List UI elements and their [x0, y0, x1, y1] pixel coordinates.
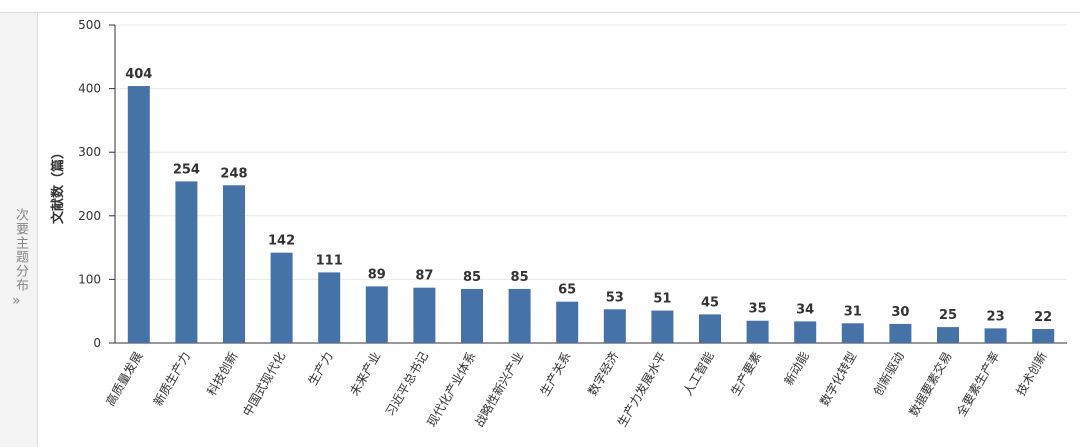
y-tick-label: 300	[78, 145, 101, 159]
data-label: 34	[796, 302, 814, 317]
bar	[794, 321, 817, 343]
data-label: 89	[368, 267, 386, 282]
data-label: 30	[891, 305, 909, 320]
data-label: 25	[939, 308, 957, 323]
x-tick-label: 创新驱动	[870, 349, 907, 398]
bar	[984, 328, 1007, 343]
x-tick-label: 数字经济	[584, 349, 621, 398]
data-label: 53	[606, 290, 624, 305]
y-tick-label: 400	[78, 82, 101, 96]
bar	[603, 309, 626, 343]
bar	[270, 252, 293, 343]
x-tick-label: 新质生产力	[150, 349, 193, 408]
data-label: 65	[558, 283, 576, 298]
bar	[127, 86, 150, 343]
data-label: 22	[1034, 310, 1052, 325]
sidebar-label[interactable]: 次要主题分布	[13, 208, 28, 292]
x-tick-label: 科技创新	[204, 349, 241, 398]
sidebar-icon[interactable]: »	[12, 293, 21, 309]
x-tick-label: 生产力	[306, 350, 336, 388]
x-tick-label: 新动能	[781, 349, 812, 388]
x-tick-label: 数字化转型	[816, 349, 859, 408]
x-tick-label: 数据要素交易	[906, 349, 955, 419]
data-label: 85	[463, 270, 481, 285]
y-axis-title: 文献数（篇）	[50, 146, 66, 224]
x-tick-label: 生产关系	[538, 350, 574, 399]
x-tick-label: 生产要素	[728, 350, 764, 399]
data-label: 404	[125, 67, 152, 82]
x-tick-label: 未来产业	[347, 350, 383, 399]
bar	[508, 288, 531, 343]
y-tick-label: 100	[78, 272, 101, 286]
bar	[175, 181, 198, 343]
x-tick-label: 技术创新	[1013, 349, 1050, 398]
data-label: 31	[844, 304, 862, 319]
bar	[318, 272, 341, 343]
x-tick-label: 高质量发展	[102, 349, 145, 408]
bar	[461, 288, 483, 343]
bar	[651, 310, 674, 343]
x-tick-label: 中国式现代化	[239, 349, 288, 419]
bar	[889, 323, 912, 343]
y-tick-label: 500	[78, 18, 101, 32]
bar	[746, 320, 769, 343]
bar	[556, 301, 579, 343]
bar	[1032, 329, 1055, 343]
data-label: 87	[415, 269, 433, 284]
x-tick-label: 战略性新兴产业	[471, 349, 526, 429]
sidebar-toggle[interactable]: 次要主题分布 »	[0, 13, 38, 447]
data-label: 248	[220, 166, 247, 181]
x-tick-label: 全要素生产率	[953, 349, 1002, 419]
data-label: 35	[749, 302, 767, 317]
bar	[937, 327, 959, 343]
bar	[699, 314, 721, 343]
bar	[223, 185, 245, 343]
bar	[365, 286, 388, 343]
bar	[841, 323, 864, 343]
data-label: 142	[268, 234, 295, 249]
data-label: 85	[511, 270, 529, 285]
x-tick-label: 习近平总书记	[383, 350, 431, 419]
x-tick-label: 人工智能	[680, 349, 717, 398]
y-tick-label: 200	[78, 209, 101, 223]
data-label: 111	[316, 253, 343, 268]
y-tick-label: 0	[93, 336, 101, 350]
x-tick-label: 现代化产业体系	[424, 350, 478, 430]
bar	[413, 287, 436, 343]
data-label: 23	[987, 309, 1005, 324]
data-label: 45	[701, 295, 719, 310]
divider	[0, 12, 1080, 13]
data-label: 51	[653, 292, 671, 307]
data-label: 254	[173, 162, 200, 177]
x-tick-label: 生产力发展水平	[614, 349, 669, 429]
